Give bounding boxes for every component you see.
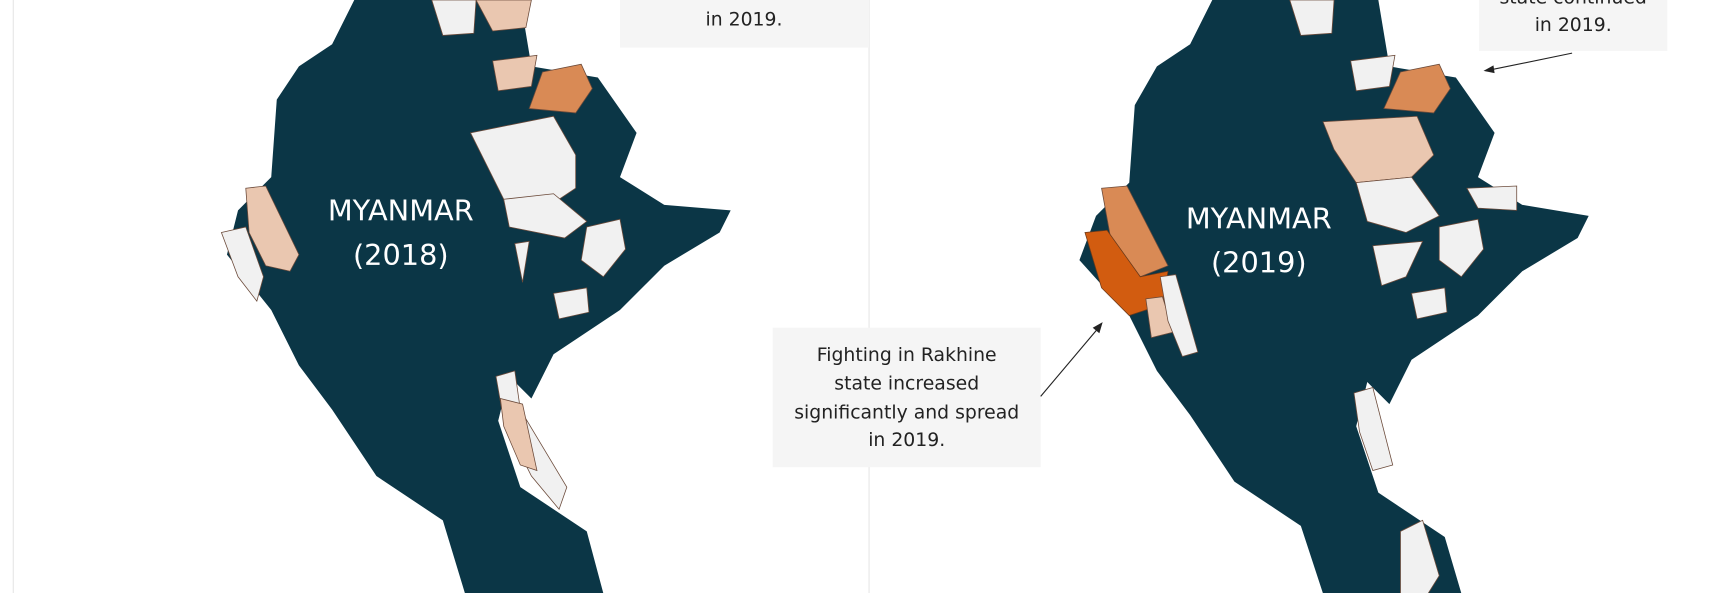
map-label: MYANMAR [1186,201,1332,235]
annotation-text: state continued [1499,0,1646,8]
map-label: MYANMAR [328,194,474,228]
region [553,287,590,320]
region [1159,274,1199,357]
annotation-text: state increased [834,374,979,395]
region [1383,63,1451,114]
country [226,0,731,593]
annotation-box [1479,0,1668,51]
region [1355,176,1440,233]
region [1400,519,1440,593]
region [1353,387,1394,471]
annotation-box [619,0,870,48]
region [1350,54,1396,92]
map-2018: MYANMAR (2018) [220,0,731,593]
map-year: (2018) [353,238,449,272]
region [499,398,538,472]
region [1466,185,1518,211]
region [1438,218,1484,278]
region [514,240,530,283]
region [503,193,588,239]
region [431,0,477,36]
annotation-text: Fighting in Rakhine [817,345,997,366]
canvas: MYANMAR (2018) MYANMAR (2019) in 2019. s… [12,0,1668,593]
annotation-text: in 2019. [868,430,945,451]
annotation-text: in 2019. [705,9,782,30]
region [528,63,593,114]
annotation-text: significantly and spread [794,402,1019,423]
region [1372,240,1424,287]
region [1289,0,1335,36]
region [220,226,264,302]
arrowhead [1092,322,1103,334]
region [580,218,626,278]
region [492,54,538,92]
region [245,185,300,272]
map-year: (2019) [1211,246,1307,280]
region [475,0,532,32]
arrow [1485,52,1573,72]
arrowhead [1483,65,1495,74]
annotation-text: in 2019. [1535,15,1612,36]
map-2019: MYANMAR (2019) [1079,0,1589,593]
country [1079,0,1589,593]
arrow [1040,325,1101,397]
region [1411,287,1448,320]
annotation-box [772,327,1041,468]
